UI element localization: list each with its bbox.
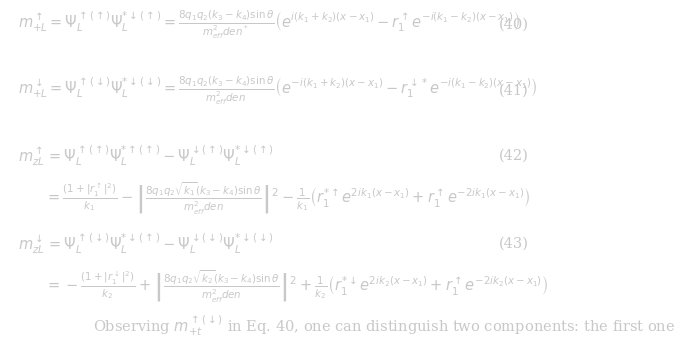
- Text: (41): (41): [499, 84, 528, 98]
- Text: Observing $m_{+t}^{\uparrow(\downarrow)}$ in Eq. 40, one can distinguish two com: Observing $m_{+t}^{\uparrow(\downarrow)}…: [93, 313, 675, 338]
- Text: $= \frac{(1+|r_1^{\uparrow}|^2)}{k_1} - \left|\frac{8q_1 q_2 \sqrt{k_1}(k_3-k_4): $= \frac{(1+|r_1^{\uparrow}|^2)}{k_1} - …: [45, 181, 530, 217]
- Text: $m_{+L}^{\uparrow} = \Psi_L^{\uparrow(\uparrow)}\Psi_L^{*\downarrow(\uparrow)} =: $m_{+L}^{\uparrow} = \Psi_L^{\uparrow(\u…: [18, 9, 519, 41]
- Text: (40): (40): [499, 18, 528, 32]
- Text: $= -\frac{(1+|r_1^{\downarrow}|^2)}{k_2} + \left|\frac{8q_1 q_2 \sqrt{k_2}(k_3-k: $= -\frac{(1+|r_1^{\downarrow}|^2)}{k_2}…: [45, 269, 548, 305]
- Text: (43): (43): [499, 237, 528, 251]
- Text: $m_{zL}^{\uparrow} = \Psi_L^{\uparrow(\uparrow)}\Psi_L^{*\uparrow(\uparrow)} - \: $m_{zL}^{\uparrow} = \Psi_L^{\uparrow(\u…: [18, 144, 273, 168]
- Text: $m_{zL}^{\downarrow} = \Psi_L^{\uparrow(\downarrow)}\Psi_L^{*\downarrow(\uparrow: $m_{zL}^{\downarrow} = \Psi_L^{\uparrow(…: [18, 232, 273, 256]
- Text: (42): (42): [499, 149, 528, 163]
- Text: $m_{+L}^{\downarrow} = \Psi_L^{\uparrow(\downarrow)}\Psi_L^{*\downarrow(\downarr: $m_{+L}^{\downarrow} = \Psi_L^{\uparrow(…: [18, 75, 537, 107]
